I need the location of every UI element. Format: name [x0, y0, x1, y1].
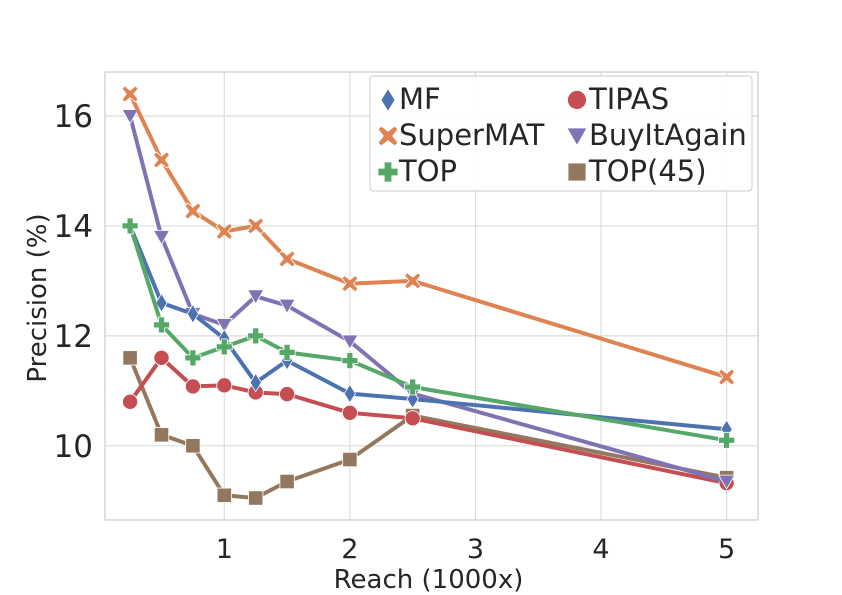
x-tick-label: 2 [341, 534, 358, 565]
data-point [122, 350, 138, 366]
data-point [341, 334, 359, 350]
x-tick-label: 5 [718, 534, 735, 565]
legend-item: TIPAS [567, 82, 669, 116]
data-point [341, 352, 359, 369]
data-point [184, 378, 201, 395]
legend-item: SuperMAT [377, 118, 545, 152]
data-point [186, 303, 199, 324]
data-point [278, 298, 296, 315]
legend-item: MF [380, 82, 441, 116]
series-layer [121, 85, 736, 506]
y-tick-label: 10 [54, 429, 93, 465]
y-tick-label: 16 [54, 99, 93, 135]
data-point [215, 222, 233, 240]
data-point [216, 377, 233, 394]
data-point [215, 338, 233, 356]
x-tick-label: 4 [592, 534, 609, 565]
data-point [121, 85, 139, 103]
legend-item: BuyItAgain [566, 118, 747, 152]
legend-marker [380, 87, 396, 113]
data-point [247, 289, 265, 305]
data-point [121, 217, 139, 235]
plot-frame [104, 71, 759, 521]
y-axis-label: Precision (%) [23, 213, 53, 382]
legend-label: BuyItAgain [589, 118, 747, 152]
data-point [404, 272, 422, 290]
legend-marker [377, 161, 399, 183]
data-point [215, 318, 233, 334]
series-top-45- [122, 350, 735, 506]
data-point [718, 368, 736, 386]
legend-label: TOP(45) [588, 154, 707, 188]
data-point [341, 275, 359, 293]
data-point [279, 386, 296, 403]
data-point [341, 404, 358, 421]
legend-item: TOP [377, 154, 457, 188]
legend-box [369, 75, 753, 192]
data-point [717, 474, 736, 490]
data-point [122, 393, 139, 410]
series-line [128, 225, 727, 432]
data-point [184, 202, 202, 220]
data-point [121, 109, 139, 125]
data-point [278, 250, 296, 268]
x-tick-label: 3 [467, 534, 484, 565]
legend-marker [566, 127, 588, 147]
legend-label: MF [399, 82, 441, 116]
data-point [343, 383, 356, 404]
legend: MF TIPAS SuperMAT BuyItAgain TOP TOP(45) [369, 75, 753, 192]
data-point [153, 427, 170, 443]
data-point [247, 327, 265, 345]
y-tick-label: 14 [54, 209, 93, 245]
data-point [342, 451, 358, 468]
legend-label: TOP [398, 154, 457, 188]
data-point [249, 372, 262, 393]
series-top [121, 217, 736, 449]
data-point [152, 151, 171, 169]
data-point [248, 490, 264, 506]
legend-label: TIPAS [588, 82, 669, 116]
legend-item: TOP(45) [567, 154, 707, 188]
x-tick-label: 1 [216, 534, 233, 565]
data-point [216, 487, 232, 503]
data-point [404, 410, 421, 427]
legend-label: SuperMAT [399, 118, 545, 152]
data-point [279, 473, 295, 490]
data-point [404, 378, 422, 396]
data-point [185, 438, 201, 454]
legend-marker [567, 90, 587, 110]
data-point [718, 431, 736, 449]
legend-marker [377, 125, 399, 147]
data-point [155, 292, 168, 313]
data-point [153, 349, 170, 366]
data-point [278, 343, 296, 361]
data-point [152, 230, 171, 246]
legend-marker [567, 162, 587, 182]
data-point [247, 217, 265, 235]
data-point [153, 316, 170, 334]
x-axis-label: Reach (1000x) [334, 565, 524, 595]
series-mf [124, 215, 733, 440]
y-tick-label: 12 [54, 319, 93, 355]
series-supermat [121, 85, 736, 386]
data-point [184, 349, 202, 367]
